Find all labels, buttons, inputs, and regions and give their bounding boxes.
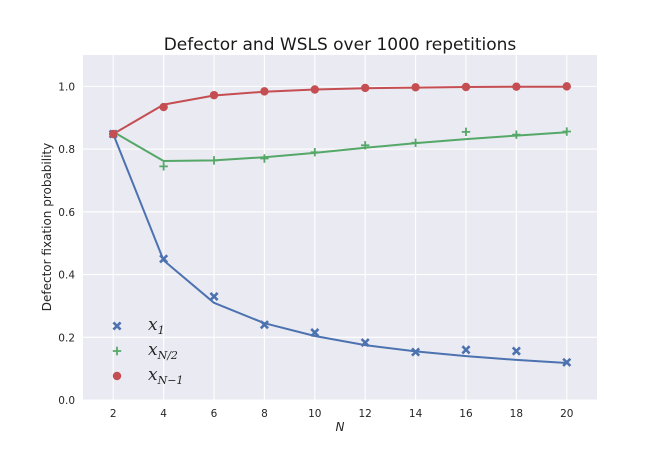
data-point: [461, 82, 471, 92]
data-point: [109, 129, 118, 139]
data-point: [159, 162, 168, 171]
data-point: [360, 338, 370, 348]
data-point: [260, 87, 269, 96]
data-point: [310, 328, 320, 338]
data-point: [159, 102, 168, 112]
x-tick-label: 4: [160, 408, 167, 420]
y-tick-label: 0.0: [58, 395, 75, 407]
legend-marker: [112, 371, 122, 381]
data-point: [209, 291, 219, 302]
data-point: [512, 82, 521, 91]
y-tick-label: 0.6: [58, 207, 75, 219]
legend-label-subscript: N−1: [157, 374, 184, 387]
y-tick-label: 1.0: [58, 81, 75, 93]
y-tick-label: 0.2: [58, 332, 75, 344]
data-point: [562, 357, 572, 367]
x-tick-label: 6: [211, 408, 218, 420]
x-tick-label: 16: [459, 408, 473, 420]
series-line: [112, 133, 567, 364]
chart-title: Defector and WSLS over 1000 repetitions: [164, 35, 517, 55]
grid: [83, 55, 597, 401]
data-point: [511, 346, 521, 356]
data-point: [209, 90, 219, 100]
data-point: [209, 156, 219, 165]
series-line: [112, 85, 567, 135]
data-point: [512, 130, 521, 139]
tick-labels: 2 4 6 8 10 12 14 16 18 20 0.0 0.2 0.4 0.6 0.8 1.0: [58, 81, 573, 420]
data-point: [461, 345, 471, 355]
data-point: [310, 85, 320, 94]
data-point: [461, 127, 471, 137]
data-point: [159, 254, 169, 264]
x-tick-label: 8: [261, 408, 268, 420]
plot-area: [83, 55, 597, 400]
x-axis-label: N: [336, 420, 345, 434]
y-tick-label: 0.4: [58, 270, 75, 282]
data-point: [411, 138, 420, 148]
x-tick-label: 20: [560, 408, 573, 420]
data-point: [259, 320, 269, 330]
data-point: [260, 154, 269, 163]
x-tick-label: 12: [359, 408, 372, 420]
data-point: [360, 141, 370, 150]
series-line: [112, 130, 567, 162]
legend-label-subscript: N/2: [157, 349, 178, 362]
data-point: [562, 82, 571, 91]
y-tick-label: 0.8: [58, 144, 75, 156]
y-axis-label: Defector fixation probability: [40, 143, 54, 311]
data-point: [562, 127, 571, 136]
x-tick-label: 18: [510, 408, 523, 420]
legend-marker: [112, 346, 122, 356]
x-tick-label: 2: [110, 408, 117, 420]
series-layer: [108, 82, 572, 367]
legend-marker: [112, 321, 122, 331]
data-point: [411, 83, 420, 92]
legend-label-subscript: 1: [158, 324, 165, 337]
x-tick-label: 14: [409, 408, 423, 420]
data-point: [360, 83, 370, 93]
data-point: [310, 148, 320, 157]
x-tick-label: 10: [308, 408, 321, 420]
data-point: [411, 347, 421, 357]
